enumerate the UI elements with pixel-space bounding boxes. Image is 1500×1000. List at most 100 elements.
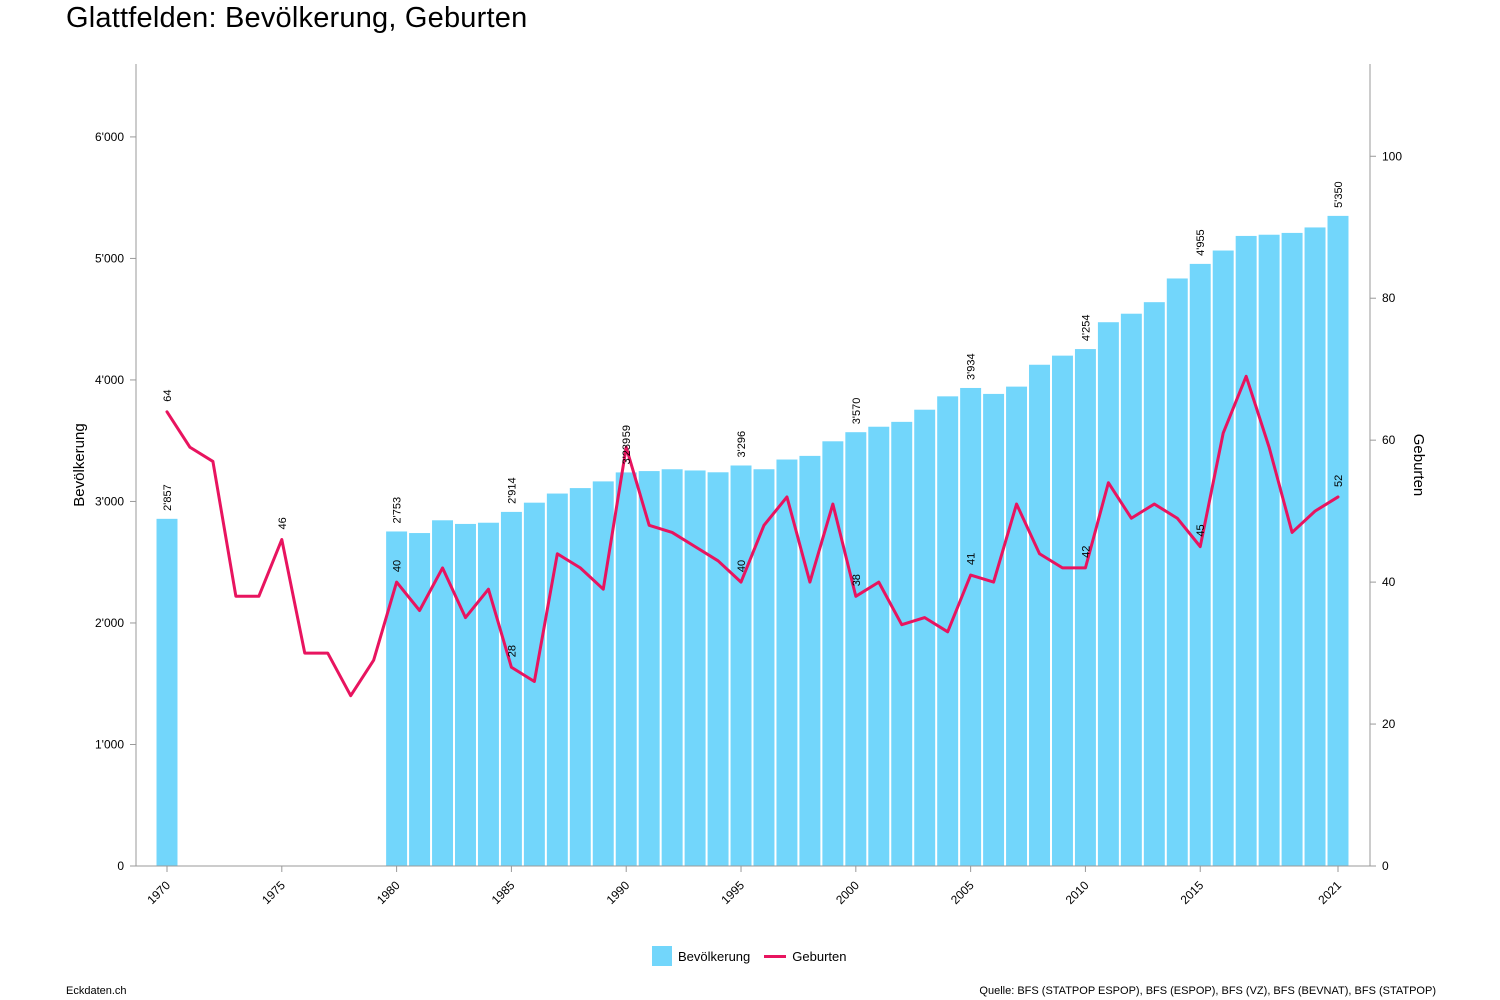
x-tick-label: 1995: [718, 878, 747, 907]
line-value-label-1995: 40: [736, 560, 748, 572]
bar-2012: [1120, 313, 1142, 867]
bar-value-label-1990: 3'239: [621, 438, 633, 465]
bar-2010: [1074, 349, 1096, 866]
bar-2005: [960, 387, 982, 866]
bar-value-label-1970: 2'857: [162, 484, 174, 511]
axes-layer: 0 1'000 2'000 3'000 4'000 5'000 6'000 0 20 40 60 80…: [71, 64, 1427, 907]
x-tick-label: 1985: [489, 878, 518, 907]
line-value-label-1980: 40: [392, 560, 404, 572]
bar-value-label-1985: 2'914: [506, 477, 518, 504]
line-value-label-1990: 59: [621, 425, 633, 437]
line-value-label-2021: 52: [1333, 475, 1345, 487]
footer-source: Quelle: BFS (STATPOP ESPOP), BFS (ESPOP)…: [979, 985, 1436, 997]
geburten-line: [165, 374, 1340, 698]
bar-value-label-2015: 4'955: [1195, 229, 1207, 256]
bar-value-label-1995: 3'296: [736, 431, 748, 458]
bar-2018: [1258, 234, 1280, 867]
bar-2007: [1006, 386, 1028, 866]
bar-1998: [799, 455, 821, 866]
y-left-tick-label: 6'000: [95, 130, 124, 144]
bar-1984: [477, 522, 499, 866]
line-layer: [165, 374, 1340, 698]
y-left-tick-label: 3'000: [95, 494, 124, 508]
x-tick-label: 1975: [259, 878, 288, 907]
bar-2009: [1051, 355, 1073, 866]
bar-2001: [868, 426, 890, 866]
bar-2021: [1327, 215, 1349, 866]
line-value-label-2005: 41: [966, 553, 978, 565]
line-value-label-1975: 46: [277, 517, 289, 529]
bar-value-label-1980: 2'753: [392, 497, 404, 524]
x-tick-label: 2010: [1063, 878, 1092, 907]
legend-swatch-bevoelkerung: [652, 946, 672, 966]
bar-1988: [569, 488, 591, 866]
bar-1992: [661, 469, 683, 866]
bar-1994: [707, 472, 729, 866]
bar-2017: [1235, 235, 1257, 866]
bar-1995: [730, 465, 752, 866]
bars-layer: [156, 215, 1349, 867]
bar-1986: [523, 502, 545, 866]
bar-1982: [432, 520, 454, 866]
line-value-label-2010: 42: [1080, 546, 1092, 558]
bar-1989: [592, 481, 614, 866]
y-right-tick-label: 0: [1382, 859, 1389, 873]
y-left-tick-label: 5'000: [95, 251, 124, 265]
line-value-label-2015: 45: [1195, 524, 1207, 536]
bar-2011: [1097, 322, 1119, 867]
bar-value-label-2000: 3'570: [851, 398, 863, 425]
bar-2016: [1212, 250, 1234, 866]
x-tick-label: 2015: [1178, 878, 1207, 907]
bar-value-label-2021: 5'350: [1333, 181, 1345, 208]
bar-1993: [684, 470, 706, 866]
bar-2000: [845, 432, 867, 866]
bar-1983: [455, 523, 476, 866]
legend: Bevölkerung Geburten: [652, 946, 846, 966]
bar-2019: [1281, 232, 1303, 866]
bar-1970: [156, 518, 178, 866]
bar-value-label-2005: 3'934: [966, 353, 978, 380]
x-tick-label: 1980: [374, 878, 403, 907]
x-tick-label: 1970: [144, 878, 173, 907]
y-right-tick-label: 60: [1382, 433, 1396, 447]
line-value-label-1985: 28: [506, 645, 518, 657]
y-left-tick-label: 2'000: [95, 616, 124, 630]
y-axis-left-title: Bevölkerung: [71, 423, 88, 506]
labels-layer: 2'857 2'753 2'914 3'239 3'296 3'570 3'934 4'254…: [162, 181, 1345, 657]
legend-label-bevoelkerung: Bevölkerung: [678, 948, 751, 964]
bar-2020: [1304, 227, 1326, 866]
bar-1985: [500, 511, 522, 866]
bar-2013: [1143, 302, 1165, 866]
y-right-tick-label: 20: [1382, 717, 1396, 731]
bar-2008: [1029, 364, 1050, 866]
bar-2006: [983, 393, 1005, 866]
bar-1990: [615, 472, 637, 866]
legend-swatch-geburten: [764, 954, 787, 958]
x-tick-label: 1990: [604, 878, 633, 907]
y-right-tick-label: 40: [1382, 575, 1396, 589]
bar-1991: [638, 471, 660, 866]
bar-2014: [1166, 278, 1188, 867]
y-left-tick-label: 0: [117, 859, 124, 873]
y-right-tick-label: 80: [1382, 291, 1396, 305]
y-left-tick-label: 1'000: [95, 737, 124, 751]
x-tick-label: 2005: [948, 878, 977, 907]
bar-2015: [1189, 263, 1211, 866]
x-tick-label: 2000: [833, 878, 862, 907]
bar-1987: [546, 493, 568, 866]
line-value-label-1970: 64: [162, 390, 174, 402]
bar-2003: [914, 409, 936, 866]
page-title: Glattfelden: Bevölkerung, Geburten: [66, 2, 528, 34]
bar-2002: [891, 421, 913, 866]
line-value-label-2000: 38: [851, 574, 863, 586]
y-left-tick-label: 4'000: [95, 373, 124, 387]
footer-site: Eckdaten.ch: [66, 985, 127, 997]
legend-label-geburten: Geburten: [792, 948, 847, 964]
x-tick-label: 2021: [1315, 878, 1344, 907]
bar-1980: [386, 531, 408, 866]
y-axis-right-title: Geburten: [1410, 434, 1427, 497]
bar-1996: [753, 469, 775, 866]
y-right-tick-label: 100: [1382, 149, 1402, 163]
bar-1981: [409, 533, 431, 866]
